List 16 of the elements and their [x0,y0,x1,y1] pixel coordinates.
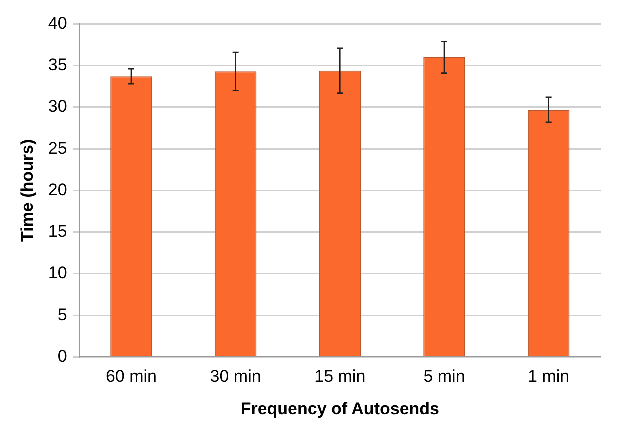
y-tick-label: 40 [48,14,68,33]
y-axis-title: Time (hours) [18,139,37,242]
y-tick-label: 0 [58,346,68,366]
x-tick-label: 60 min [106,367,157,386]
y-tick-label: 35 [48,56,68,75]
x-tick-label: 1 min [528,367,570,386]
x-axis-title: Frequency of Autosends [240,399,440,418]
y-tick-label: 20 [48,180,68,200]
y-tick-label: 30 [48,97,68,116]
y-tick-label: 10 [48,264,68,283]
x-tick-label: 15 min [314,367,366,386]
x-tick-label: 30 min [210,367,262,386]
y-tick-label: 15 [48,222,68,242]
x-tick-label: 5 min [424,367,466,386]
y-tick-label: 25 [48,138,68,158]
y-tick-label: 5 [58,305,68,324]
